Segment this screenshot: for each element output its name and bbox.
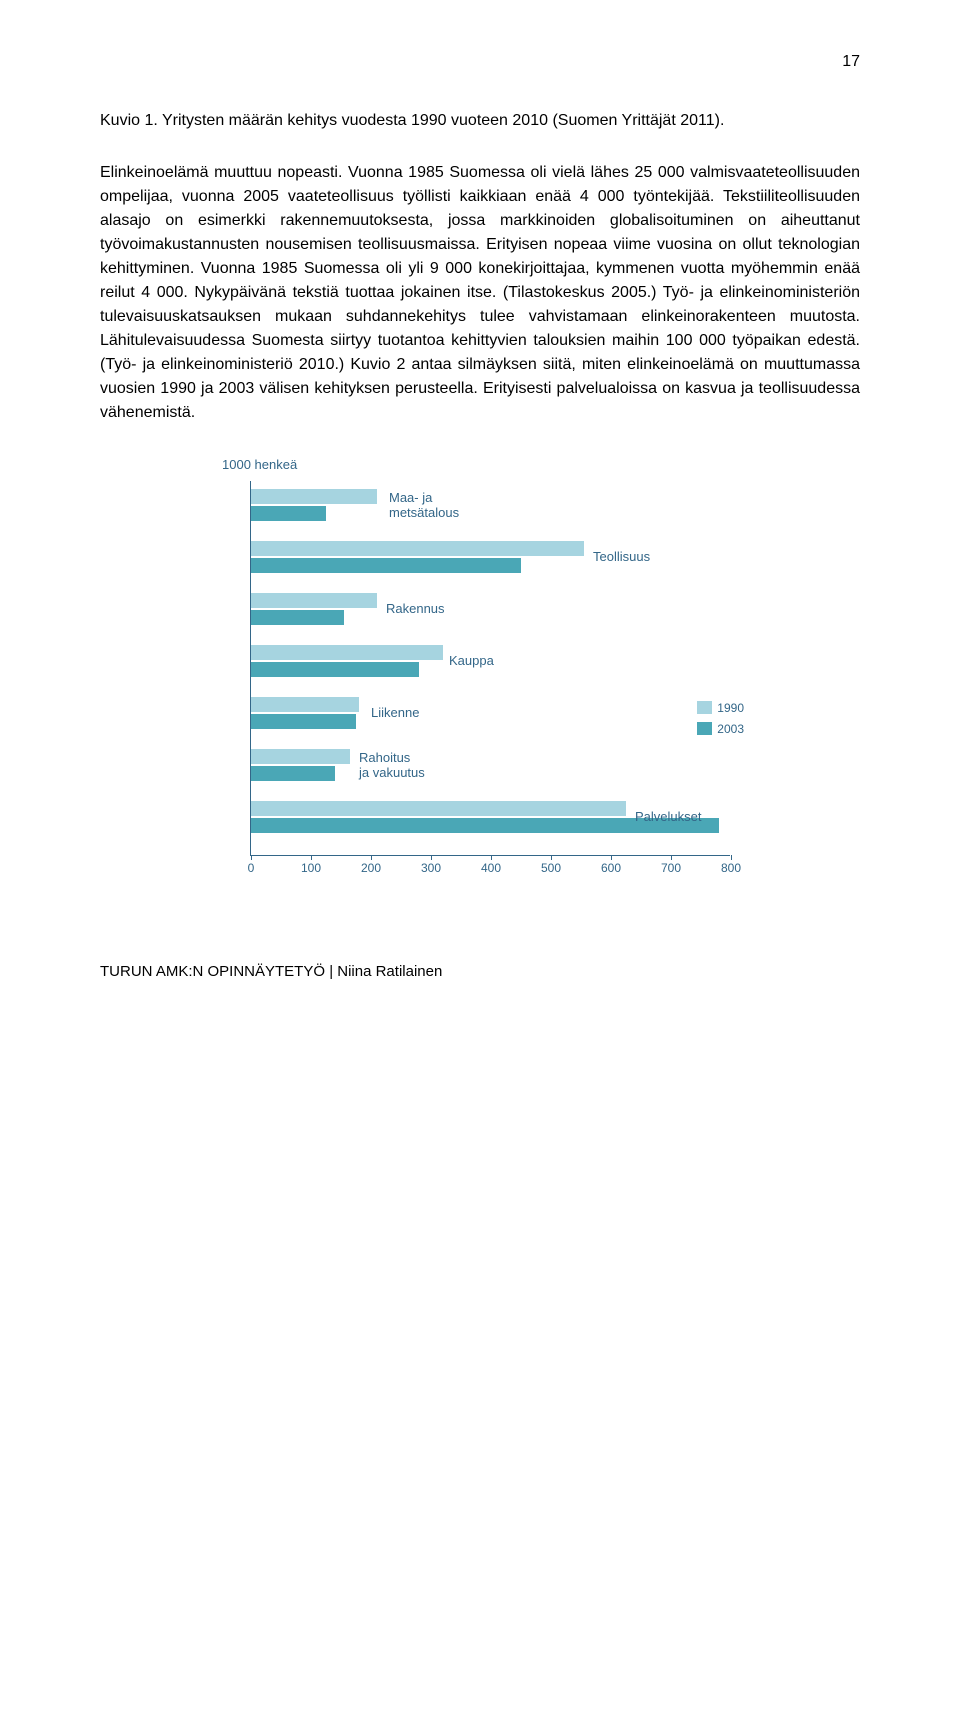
category-label: Teollisuus <box>593 549 650 565</box>
xtick-label: 200 <box>361 859 381 877</box>
bar-2003 <box>251 558 521 573</box>
employment-chart: 1000 henkeä 0 100 200 300 400 500 600 700 800 Maa… <box>220 455 740 881</box>
category-label: Rahoitus ja vakuutus <box>359 750 425 781</box>
bar-1990 <box>251 593 377 608</box>
page-number: 17 <box>100 50 860 74</box>
bar-1990 <box>251 697 359 712</box>
figure-caption: Kuvio 1. Yritysten määrän kehitys vuodes… <box>100 109 860 133</box>
legend-label: 1990 <box>717 699 744 717</box>
category-label: Palvelukset <box>635 809 701 825</box>
xtick-label: 700 <box>661 859 681 877</box>
xtick-label: 0 <box>248 859 255 877</box>
bar-1990 <box>251 489 377 504</box>
xtick-label: 800 <box>721 859 741 877</box>
bar-2003 <box>251 766 335 781</box>
chart-plot: 0100200300400500600700800Maa- ja metsäta… <box>250 481 730 856</box>
category-label: Maa- ja metsätalous <box>389 490 459 521</box>
legend-swatch <box>697 701 712 714</box>
legend-swatch <box>697 722 712 735</box>
bar-2003 <box>251 506 326 521</box>
bar-1990 <box>251 749 350 764</box>
xtick-label: 300 <box>421 859 441 877</box>
chart-ylabel: 1000 henkeä <box>222 455 740 475</box>
bar-2003 <box>251 714 356 729</box>
legend-item: 1990 <box>697 699 744 717</box>
chart-legend: 1990 2003 <box>697 699 744 741</box>
legend-item: 2003 <box>697 720 744 738</box>
bar-2003 <box>251 662 419 677</box>
bar-1990 <box>251 801 626 816</box>
category-label: Rakennus <box>386 601 445 617</box>
xtick-label: 600 <box>601 859 621 877</box>
category-label: Liikenne <box>371 705 419 721</box>
bar-1990 <box>251 541 584 556</box>
xtick-label: 400 <box>481 859 501 877</box>
chart-area: 0 100 200 300 400 500 600 700 800 Maa- ja metsäta… <box>220 481 740 881</box>
xtick-label: 500 <box>541 859 561 877</box>
bar-1990 <box>251 645 443 660</box>
bar-2003 <box>251 610 344 625</box>
category-label: Kauppa <box>449 653 494 669</box>
body-paragraph: Elinkeinoelämä muuttuu nopeasti. Vuonna … <box>100 161 860 425</box>
legend-label: 2003 <box>717 720 744 738</box>
xtick-label: 100 <box>301 859 321 877</box>
footer: TURUN AMK:N OPINNÄYTETYÖ | Niina Ratilai… <box>100 961 860 984</box>
